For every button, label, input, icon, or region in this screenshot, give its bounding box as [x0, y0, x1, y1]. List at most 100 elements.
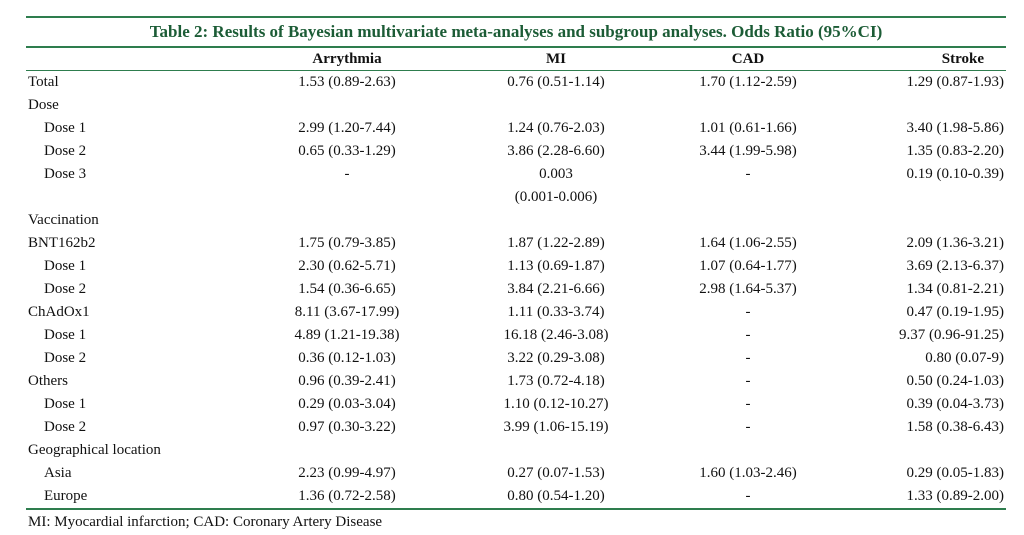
table-row: Dose 2 0.97 (0.30-3.22) 3.99 (1.06-15.19) -… [26, 416, 1006, 439]
cell-stroke: 3.40 (1.98-5.86) [906, 120, 1005, 136]
cell-mi: 3.99 (1.06-15.19) [503, 419, 609, 435]
cell-mi: 1.10 (0.12-10.27) [503, 396, 609, 412]
cell-stroke: 1.29 (0.87-1.93) [906, 74, 1005, 90]
cell-cad: - [745, 327, 751, 343]
row-label: Dose 1 [44, 258, 87, 274]
cell-stroke: 0.19 (0.10-0.39) [906, 166, 1005, 182]
cell-arrythmia: - [344, 166, 350, 182]
table-row: Dose [26, 94, 1006, 117]
header-row: Arrythmia MI CAD Stroke [26, 48, 1006, 71]
cell-cad [658, 439, 838, 462]
table-row: Dose 1 2.30 (0.62-5.71) 1.13 (0.69-1.87) 1.… [26, 255, 1006, 278]
cell-stroke: 0.80 (0.07-9) [925, 350, 1004, 366]
row-label: Dose 1 [44, 327, 87, 343]
cell-arrythmia: 1.54 (0.36-6.65) [298, 281, 396, 297]
table-row: Others 0.96 (0.39-2.41) 1.73 (0.72-4.18) - 0… [26, 370, 1006, 393]
cell-arrythmia [240, 209, 454, 232]
cell-mi: 0.80 (0.54-1.20) [507, 488, 605, 504]
cell-mi: 3.22 (0.29-3.08) [507, 350, 605, 366]
row-label: Europe [44, 488, 88, 504]
cell-stroke: 9.37 (0.96-91.25) [899, 327, 1004, 343]
cell-arrythmia: 0.65 (0.33-1.29) [298, 143, 396, 159]
cell-arrythmia: 0.36 (0.12-1.03) [298, 350, 396, 366]
cell-mi [454, 94, 658, 117]
table-row: Dose 3 - 0.003 (0.001-0.006) - 0.19 (0.10-0.3… [26, 163, 1006, 209]
cell-arrythmia: 2.30 (0.62-5.71) [298, 258, 396, 274]
cell-arrythmia: 2.23 (0.99-4.97) [298, 465, 396, 481]
header-stroke: Stroke [838, 48, 1006, 71]
cell-arrythmia: 2.99 (1.20-7.44) [298, 120, 396, 136]
cell-stroke: 0.29 (0.05-1.83) [906, 465, 1005, 481]
cell-cad: 1.64 (1.06-2.55) [699, 235, 797, 251]
cell-arrythmia: 1.75 (0.79-3.85) [298, 235, 396, 251]
row-label: BNT162b2 [28, 235, 96, 251]
cell-mi: 1.87 (1.22-2.89) [507, 235, 605, 251]
cell-stroke: 3.69 (2.13-6.37) [906, 258, 1005, 274]
table-row: Vaccination [26, 209, 1006, 232]
table-row: Geographical location [26, 439, 1006, 462]
row-label: Dose 2 [44, 350, 87, 366]
cell-stroke: 1.34 (0.81-2.21) [906, 281, 1005, 297]
row-label: Dose 2 [44, 419, 87, 435]
table-row: BNT162b2 1.75 (0.79-3.85) 1.87 (1.22-2.89)… [26, 232, 1006, 255]
cell-mi [454, 439, 658, 462]
cell-cad: - [745, 373, 751, 389]
cell-mi: 1.11 (0.33-3.74) [507, 304, 605, 320]
cell-stroke: 2.09 (1.36-3.21) [906, 235, 1005, 251]
cell-stroke: 1.58 (0.38-6.43) [906, 419, 1005, 435]
cell-mi: 0.27 (0.07-1.53) [507, 465, 605, 481]
cell-mi: 16.18 (2.46-3.08) [503, 327, 609, 343]
cell-cad: - [745, 419, 751, 435]
cell-arrythmia: 0.96 (0.39-2.41) [298, 373, 396, 389]
table-row: ChAdOx1 8.11 (3.67-17.99) 1.11 (0.33-3.74)… [26, 301, 1006, 324]
cell-cad: 1.60 (1.03-2.46) [699, 465, 797, 481]
table-row: Dose 1 2.99 (1.20-7.44) 1.24 (0.76-2.03) 1.… [26, 117, 1006, 140]
cell-stroke: 0.47 (0.19-1.95) [906, 304, 1005, 320]
table-row: Dose 2 0.36 (0.12-1.03) 3.22 (0.29-3.08) - 0… [26, 347, 1006, 370]
header-label [26, 48, 240, 71]
row-label: Dose 3 [44, 166, 87, 182]
row-label: Dose 2 [44, 143, 87, 159]
cell-stroke [838, 209, 1006, 232]
cell-arrythmia: 8.11 (3.67-17.99) [294, 304, 400, 320]
cell-arrythmia [240, 439, 454, 462]
row-label: Dose 1 [44, 396, 87, 412]
cell-mi: 0.76 (0.51-1.14) [507, 74, 605, 90]
table-row: Europe 1.36 (0.72-2.58) 0.80 (0.54-1.20) - 1… [26, 485, 1006, 508]
table-row: Asia 2.23 (0.99-4.97) 0.27 (0.07-1.53) 1.60… [26, 462, 1006, 485]
cell-mi: 1.24 (0.76-2.03) [507, 120, 605, 136]
table-body: Total 1.53 (0.89-2.63) 0.76 (0.51-1.14) 1.7… [26, 71, 1006, 509]
cell-cad [658, 94, 838, 117]
cell-cad: 1.01 (0.61-1.66) [699, 120, 797, 136]
cell-cad: - [745, 488, 751, 504]
cell-mi: 3.84 (2.21-6.66) [507, 281, 605, 297]
table-row: Dose 1 4.89 (1.21-19.38) 16.18 (2.46-3.08)… [26, 324, 1006, 347]
cell-mi: 1.73 (0.72-4.18) [507, 373, 605, 389]
cell-mi: 3.86 (2.28-6.60) [507, 143, 605, 159]
row-label: ChAdOx1 [28, 304, 90, 320]
cell-cad: - [745, 396, 751, 412]
header-mi: MI [454, 48, 658, 71]
cell-cad: 1.70 (1.12-2.59) [699, 74, 797, 90]
cell-cad: 3.44 (1.99-5.98) [699, 143, 797, 159]
row-label: Asia [44, 465, 72, 481]
row-label: Vaccination [28, 212, 99, 228]
cell-arrythmia: 0.29 (0.03-3.04) [298, 396, 396, 412]
bottom-rule [26, 508, 1006, 510]
header-cad: CAD [658, 48, 838, 71]
top-rule [26, 16, 1006, 18]
cell-mi: 1.13 (0.69-1.87) [507, 258, 605, 274]
results-table-container: Table 2: Results of Bayesian multivariat… [26, 16, 1006, 531]
cell-cad: - [745, 350, 751, 366]
cell-stroke: 0.39 (0.04-3.73) [906, 396, 1005, 412]
cell-stroke: 0.50 (0.24-1.03) [906, 373, 1005, 389]
caption-rule [26, 46, 1006, 48]
cell-cad: - [745, 304, 751, 320]
cell-stroke [838, 94, 1006, 117]
table-row: Dose 2 0.65 (0.33-1.29) 3.86 (2.28-6.60) 3.… [26, 140, 1006, 163]
cell-cad [658, 209, 838, 232]
cell-stroke: 1.33 (0.89-2.00) [906, 488, 1005, 504]
row-label: Dose [28, 97, 59, 113]
cell-stroke [838, 439, 1006, 462]
